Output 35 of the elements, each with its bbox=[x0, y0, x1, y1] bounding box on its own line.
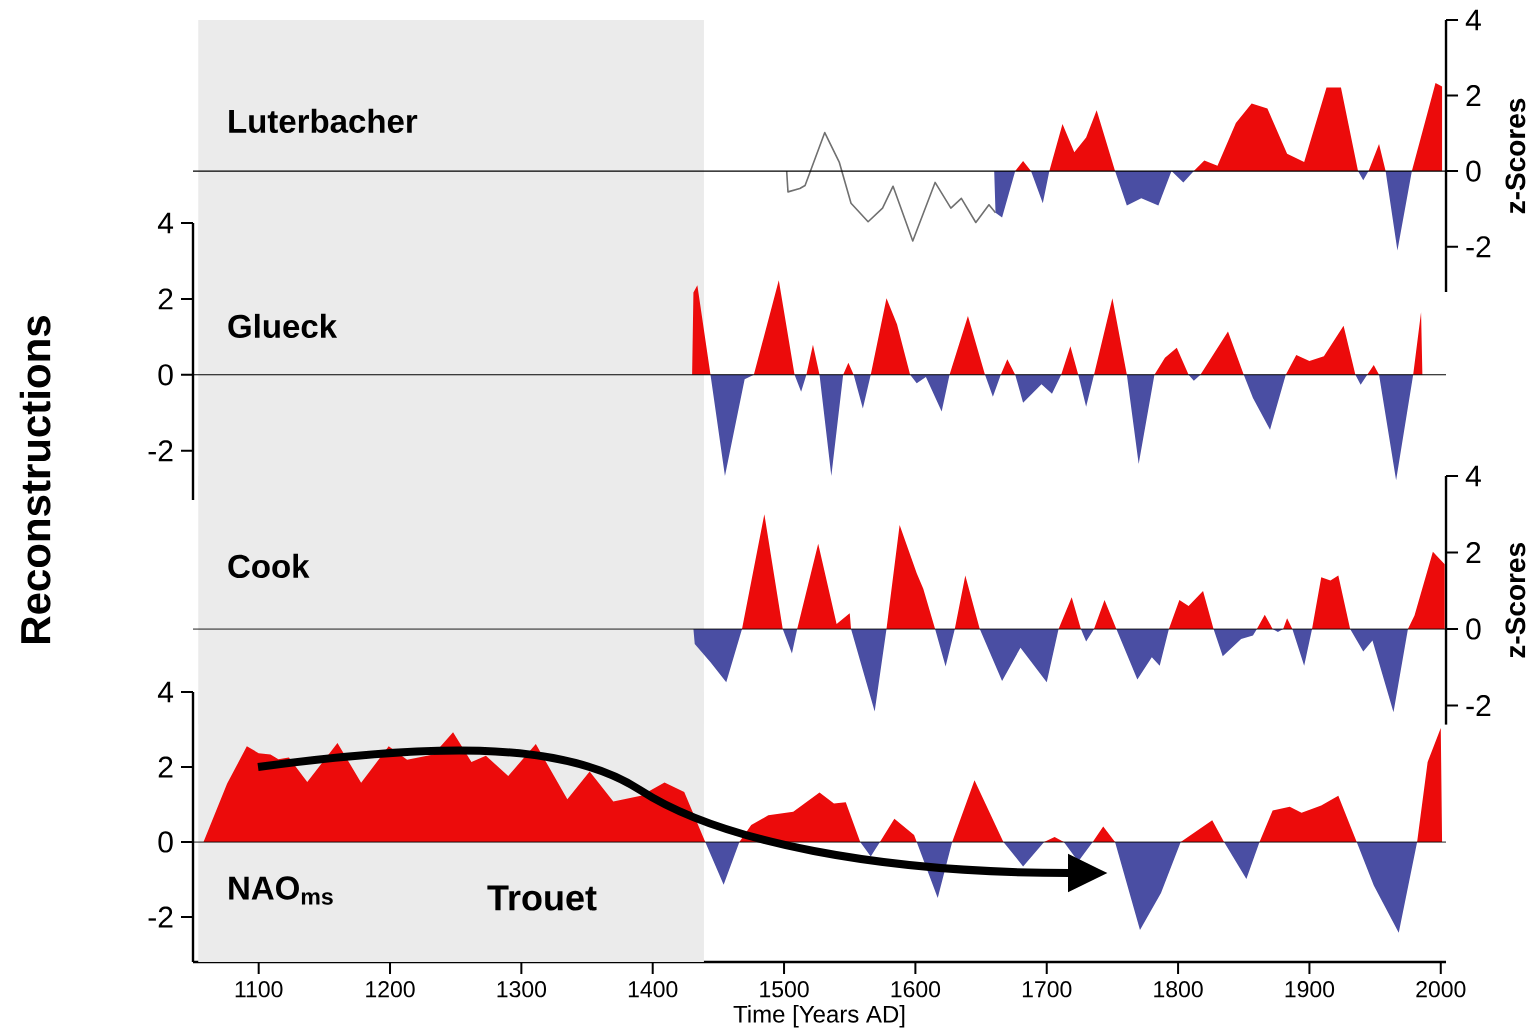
x-axis-title: Time [Years AD] bbox=[733, 1005, 905, 1028]
x-tick-label: 1800 bbox=[1154, 981, 1203, 998]
y-tick-label: -2 bbox=[148, 906, 173, 928]
y-axis-title: Reconstructions bbox=[19, 316, 51, 643]
y-tick-label: 0 bbox=[1466, 160, 1481, 182]
y-tick-label: -2 bbox=[148, 440, 173, 462]
y-tick-label: 0 bbox=[158, 831, 173, 853]
x-tick-label: 2000 bbox=[1416, 981, 1466, 998]
y-tick-label: 4 bbox=[157, 681, 174, 703]
y-tick-label: 2 bbox=[1466, 542, 1481, 563]
y-tick-label: 4 bbox=[1465, 9, 1481, 31]
y-tick-label: 4 bbox=[1465, 465, 1481, 487]
text: Luterbacher bbox=[229, 108, 418, 133]
text: Glueck bbox=[228, 313, 338, 339]
text: NAO$_{ms}$ bbox=[229, 876, 333, 905]
x-tick-label: 1100 bbox=[235, 981, 283, 998]
y-axis-title: z-Scores bbox=[1505, 543, 1526, 658]
annotation: Trouet bbox=[487, 885, 597, 911]
y-tick-label: 2 bbox=[1466, 85, 1481, 107]
x-tick-label: 1900 bbox=[1285, 981, 1335, 998]
y-tick-label: 0 bbox=[1466, 618, 1481, 640]
y-tick-label: 0 bbox=[158, 364, 173, 386]
text: Cook bbox=[228, 553, 310, 579]
y-tick-label: 4 bbox=[157, 212, 174, 234]
x-tick-label: 1600 bbox=[891, 981, 941, 998]
y-tick-label: 2 bbox=[158, 756, 173, 778]
y-tick-label: 2 bbox=[158, 288, 173, 310]
y-tick-label: -2 bbox=[1466, 236, 1491, 258]
x-tick-label: 1700 bbox=[1022, 981, 1072, 998]
x-tick-label: 1200 bbox=[366, 981, 415, 998]
x-tick-label: 1300 bbox=[497, 981, 547, 998]
y-axis-title: z-Scores bbox=[1505, 98, 1526, 214]
y-tick-label: -2 bbox=[1466, 695, 1491, 716]
x-tick-label: 1400 bbox=[628, 981, 678, 998]
x-tick-label: 1500 bbox=[760, 981, 809, 998]
